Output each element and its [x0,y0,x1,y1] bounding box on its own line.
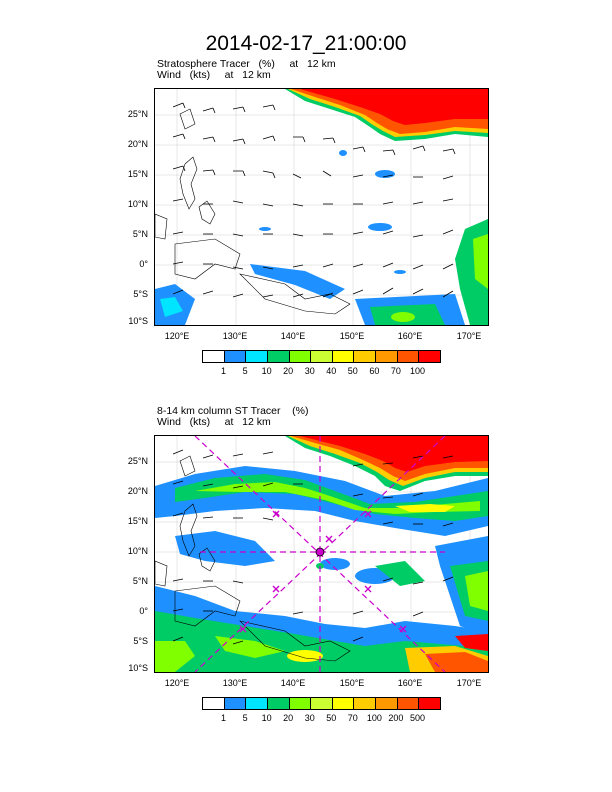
panel1-lat-tick: 5°S [133,289,148,299]
colorbar-swatch [288,698,311,709]
panel2-lat-tick: 0° [139,606,148,616]
panel2-subtitle-1: 8-14 km column ST Tracer (%) [157,405,309,417]
colorbar-swatch [203,351,224,362]
panel2-lat-tick: 10°N [127,546,148,556]
colorbar-label: 5 [242,713,248,723]
colorbar-swatch [203,698,224,709]
panel1-lon-tick: 170°E [456,331,482,341]
colorbar-swatch [266,351,289,362]
colorbar-label: 5 [242,366,248,376]
colorbar-swatch [418,351,441,362]
panel2-map-svg [155,436,488,672]
colorbar-swatch [245,351,267,362]
panel2-lat-tick: 10°S [128,663,148,673]
colorbar-swatch [223,698,246,709]
panel1-subtitle-2: Wind (kts) at 12 km [157,69,271,81]
colorbar-label: 60 [369,366,380,376]
panel1-lon-tick: 130°E [222,331,248,341]
colorbar-label: 1 [221,366,227,376]
panel2-lat-tick: 15°N [127,516,148,526]
colorbar-swatch [375,698,397,709]
colorbar-label: 30 [304,713,315,723]
figure-title: 2014-02-17_21:00:00 [205,32,407,55]
panel1-lat-tick: 15°N [127,169,148,179]
colorbar-label: 100 [409,366,425,376]
panel2-lon-tick: 130°E [222,678,248,688]
panel1-colorbar [202,350,441,363]
panel1-lat-tick: 10°N [127,199,148,209]
colorbar-swatch [353,698,376,709]
colorbar-swatch [223,351,246,362]
panel1-map-svg [155,89,488,325]
panel2-lon-tick: 170°E [456,678,482,688]
panel2-lon-tick: 150°E [339,678,365,688]
panel2-subtitle-2: Wind (kts) at 12 km [157,416,271,428]
colorbar-swatch [245,698,267,709]
panel2-map [154,435,489,673]
colorbar-swatch [353,351,376,362]
panel1-coastlines [155,108,351,315]
panel2-colorbar [202,697,441,710]
colorbar-label: 20 [283,366,294,376]
colorbar-swatch [396,698,419,709]
panel1-lat-tick: 0° [139,259,148,269]
colorbar-swatch [331,351,354,362]
panel1-lat-tick: 5°N [132,229,148,239]
panel2-lat-tick: 5°S [133,636,148,646]
colorbar-label: 10 [261,713,272,723]
colorbar-label: 40 [326,366,337,376]
colorbar-label: 70 [347,713,358,723]
colorbar-label: 100 [366,713,382,723]
panel1-lon-tick: 120°E [164,331,190,341]
colorbar-swatch [375,351,397,362]
colorbar-label: 500 [409,713,425,723]
panel2-lat-tick: 25°N [127,456,148,466]
panel2-center-marker [315,547,325,557]
panel1-lon-tick: 150°E [339,331,365,341]
colorbar-label: 50 [326,713,337,723]
panel1-wind-barbs [172,102,456,298]
colorbar-swatch [310,698,332,709]
colorbar-swatch [266,698,289,709]
colorbar-swatch [418,698,441,709]
panel2-tracer-field [155,436,488,672]
colorbar-swatch [288,351,311,362]
panel2-lon-tick: 120°E [164,678,190,688]
panel2-lon-tick: 140°E [280,678,306,688]
colorbar-swatch [310,351,332,362]
panel1-gridlines [155,89,488,325]
colorbar-label: 50 [347,366,358,376]
panel2-lat-tick: 20°N [127,486,148,496]
colorbar-label: 20 [283,713,294,723]
colorbar-label: 200 [388,713,404,723]
panel1-map [154,88,489,326]
colorbar-label: 70 [390,366,401,376]
panel1-tracer-field [155,89,488,325]
panel1-lat-tick: 25°N [127,109,148,119]
panel2-section-markers [239,510,407,633]
colorbar-swatch [331,698,354,709]
colorbar-swatch [396,351,419,362]
colorbar-label: 10 [261,366,272,376]
panel1-lat-tick: 20°N [127,139,148,149]
panel2-wind-barbs [172,449,454,645]
panel1-lon-tick: 160°E [397,331,423,341]
colorbar-label: 1 [221,713,227,723]
panel2-lat-tick: 5°N [132,576,148,586]
panel1-lon-tick: 140°E [280,331,306,341]
panel2-coastlines [155,455,351,662]
panel1-lat-tick: 10°S [128,316,148,326]
panel1-subtitle-1: Stratosphere Tracer (%) at 12 km [157,58,336,70]
colorbar-label: 30 [304,366,315,376]
panel2-lon-tick: 160°E [397,678,423,688]
